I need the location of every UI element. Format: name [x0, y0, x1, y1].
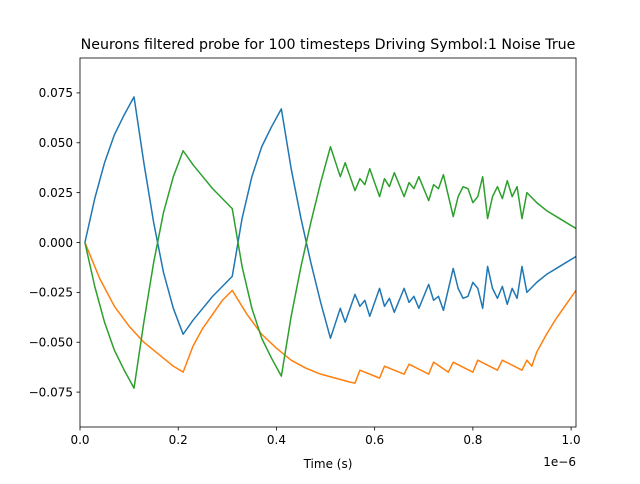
x-tick-label: 0.6 [365, 433, 384, 447]
x-tick-label: 1.0 [562, 433, 581, 447]
chart-title: Neurons filtered probe for 100 timesteps… [81, 37, 576, 53]
y-axis: 0.075 0.050 0.025 0.000 −0.025 −0.050 −0.075 [29, 86, 80, 399]
y-tick-label: −0.050 [29, 336, 73, 350]
series-line-2 [84, 242, 576, 384]
x-axis-label: Time (s) [303, 457, 353, 471]
series-layer [84, 96, 576, 389]
y-tick-label: 0.000 [39, 236, 73, 250]
x-axis: 0.0 0.2 0.4 0.6 0.8 1.0 [70, 427, 581, 447]
series-line-1 [84, 96, 576, 339]
y-tick-label: −0.075 [29, 385, 73, 399]
y-tick-label: 0.025 [39, 186, 73, 200]
x-tick-label: 0.4 [267, 433, 286, 447]
y-tick-label: 0.075 [39, 86, 73, 100]
x-tick-label: 0.2 [169, 433, 188, 447]
x-tick-label: 0.8 [463, 433, 482, 447]
y-tick-label: 0.050 [39, 136, 73, 150]
x-tick-label: 0.0 [70, 433, 89, 447]
x-axis-offset-text: 1e−6 [543, 455, 576, 469]
series-line-3 [84, 146, 576, 389]
y-tick-label: −0.025 [29, 286, 73, 300]
